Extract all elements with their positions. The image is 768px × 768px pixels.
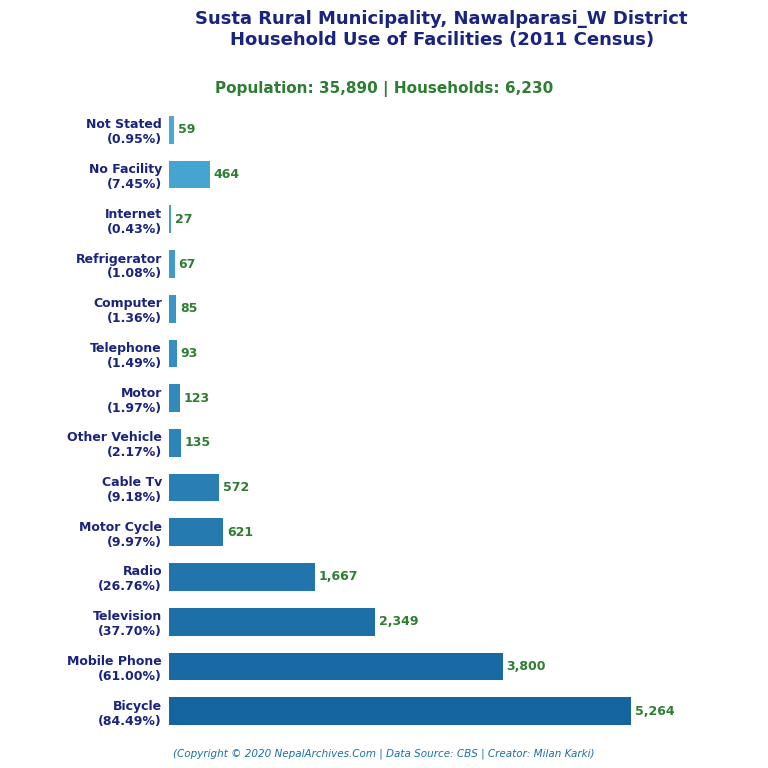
Bar [169, 697, 631, 725]
Text: 2,349: 2,349 [379, 615, 419, 628]
Text: 123: 123 [184, 392, 210, 405]
Text: 3,800: 3,800 [506, 660, 545, 673]
Text: 621: 621 [227, 526, 253, 538]
Bar [169, 429, 180, 457]
Text: 85: 85 [180, 303, 197, 315]
Text: 5,264: 5,264 [634, 704, 674, 717]
Bar [169, 295, 177, 323]
Bar [169, 339, 177, 367]
Text: 67: 67 [178, 257, 196, 270]
Text: 135: 135 [184, 436, 210, 449]
Bar [169, 205, 171, 233]
Bar [169, 384, 180, 412]
Text: 1,667: 1,667 [319, 571, 359, 584]
Bar [169, 653, 502, 680]
Text: Population: 35,890 | Households: 6,230: Population: 35,890 | Households: 6,230 [215, 81, 553, 97]
Bar [169, 563, 316, 591]
Bar [169, 161, 210, 188]
Text: 464: 464 [214, 168, 240, 181]
Text: 572: 572 [223, 481, 249, 494]
Text: 27: 27 [175, 213, 192, 226]
Bar [169, 474, 219, 502]
Title: Susta Rural Municipality, Nawalparasi_W District
Household Use of Facilities (20: Susta Rural Municipality, Nawalparasi_W … [195, 10, 688, 49]
Text: (Copyright © 2020 NepalArchives.Com | Data Source: CBS | Creator: Milan Karki): (Copyright © 2020 NepalArchives.Com | Da… [174, 748, 594, 759]
Bar [169, 518, 223, 546]
Bar [169, 116, 174, 144]
Text: 59: 59 [177, 124, 195, 137]
Bar [169, 607, 375, 636]
Bar [169, 250, 175, 278]
Text: 93: 93 [180, 347, 198, 360]
